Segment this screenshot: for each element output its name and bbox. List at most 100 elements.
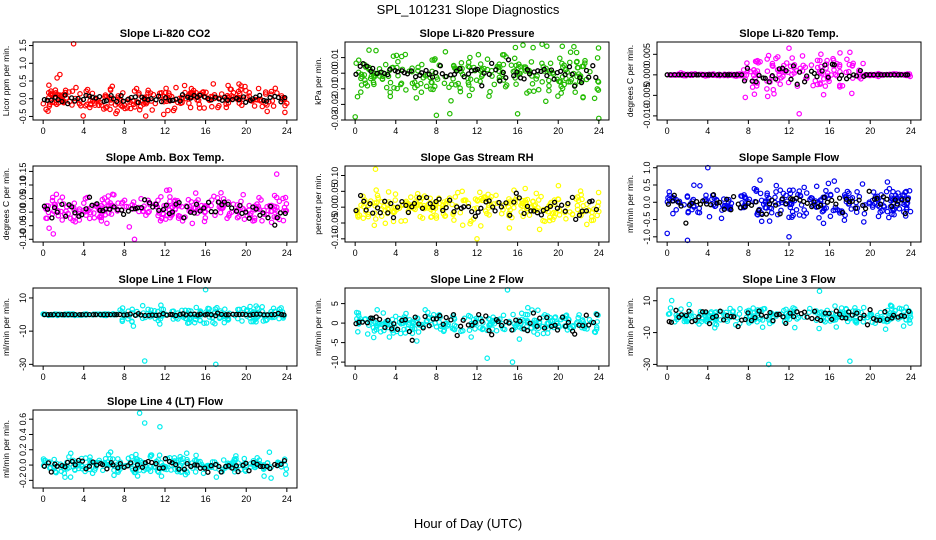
mean-point [181, 466, 188, 472]
mean-point [233, 463, 240, 469]
mean-point [281, 458, 288, 464]
data-point [571, 43, 577, 50]
mean-point [738, 72, 745, 78]
x-tick-label: 16 [201, 126, 211, 136]
data-point [764, 93, 771, 100]
data-point [814, 64, 821, 71]
mean-point [717, 72, 723, 78]
data-point [877, 309, 884, 316]
x-tick-label: 0 [41, 248, 46, 258]
data-point [165, 107, 171, 114]
mean-point [565, 200, 571, 207]
data-point [378, 199, 385, 205]
data-point [508, 62, 515, 68]
mean-point [150, 204, 156, 210]
mean-point [875, 72, 881, 78]
data-point [522, 311, 529, 318]
mean-point [447, 197, 453, 203]
mean-point [44, 206, 51, 212]
mean-point [498, 204, 505, 210]
data-point [187, 206, 194, 213]
mean-point [128, 460, 134, 466]
x-tick-label: 20 [241, 372, 251, 382]
data-point [384, 201, 391, 207]
data-point [136, 107, 143, 113]
mean-point [437, 63, 444, 69]
data-point [837, 50, 843, 56]
y-tick-label: 0.0 [18, 92, 28, 105]
data-point [210, 81, 217, 87]
data-point [253, 318, 259, 325]
data-point [394, 85, 401, 92]
data-point [242, 468, 249, 475]
data-point [524, 90, 530, 96]
mean-point [114, 98, 120, 105]
mean-point [62, 464, 68, 470]
outlier-point [786, 234, 792, 240]
mean-point [427, 200, 433, 207]
data-point [192, 190, 199, 196]
data-point [46, 225, 52, 232]
data-point [451, 63, 457, 69]
data-point [595, 189, 602, 196]
data-point [720, 196, 727, 202]
data-point [900, 323, 907, 329]
data-point [801, 207, 808, 213]
panel-0: Slope Li-820 CO2 Licor ppm per min. 0 4 8 12 1… [1, 28, 298, 136]
x-tick-label: 0 [41, 494, 46, 504]
mean-point [479, 318, 485, 324]
mean-point [282, 210, 288, 217]
mean-point [766, 201, 773, 207]
data-point [73, 84, 79, 91]
y-tick-label: 0.000 [642, 64, 652, 87]
mean-point [394, 326, 401, 332]
data-point [139, 302, 146, 309]
data-point [903, 188, 909, 195]
data-point [533, 190, 540, 197]
mean-point [83, 206, 89, 212]
y-tick-label: 5 [330, 301, 340, 306]
data-point [796, 188, 803, 194]
data-point [854, 189, 860, 195]
mean-point [402, 317, 408, 323]
mean-point [794, 309, 800, 315]
data-point [253, 303, 259, 309]
y-tick-label: 0.5 [18, 75, 28, 88]
data-point [411, 79, 418, 86]
mean-point [59, 201, 65, 208]
data-point [534, 331, 541, 338]
y-tick-label: 0.5 [642, 179, 652, 192]
mean-point [753, 199, 759, 205]
mean-point [708, 202, 714, 208]
mean-point [586, 74, 592, 80]
data-point [773, 182, 780, 189]
mean-point [503, 75, 509, 81]
data-point [753, 83, 760, 89]
x-tick-label: 8 [434, 126, 439, 136]
mean-point [457, 323, 464, 329]
mean-point [59, 98, 65, 105]
mean-point [138, 205, 145, 211]
data-point [104, 198, 111, 204]
mean-point [135, 99, 141, 106]
mean-point [704, 72, 710, 78]
x-tick-label: 16 [201, 372, 211, 382]
mean-point [134, 462, 141, 468]
mean-point [257, 463, 264, 470]
mean-point [777, 211, 783, 217]
data-point [133, 451, 139, 458]
data-point [895, 190, 901, 196]
mean-point [864, 322, 871, 328]
data-point [392, 191, 399, 197]
mean-point [460, 317, 466, 323]
mean-point [496, 199, 502, 206]
data-point [757, 58, 763, 65]
data-point [57, 71, 63, 78]
mean-point [846, 73, 852, 79]
mean-point [843, 196, 849, 202]
data-point [407, 194, 414, 200]
data-point [468, 218, 474, 225]
data-point [533, 76, 540, 82]
mean-point [790, 63, 797, 69]
y-tick-label: -5 [330, 339, 340, 347]
